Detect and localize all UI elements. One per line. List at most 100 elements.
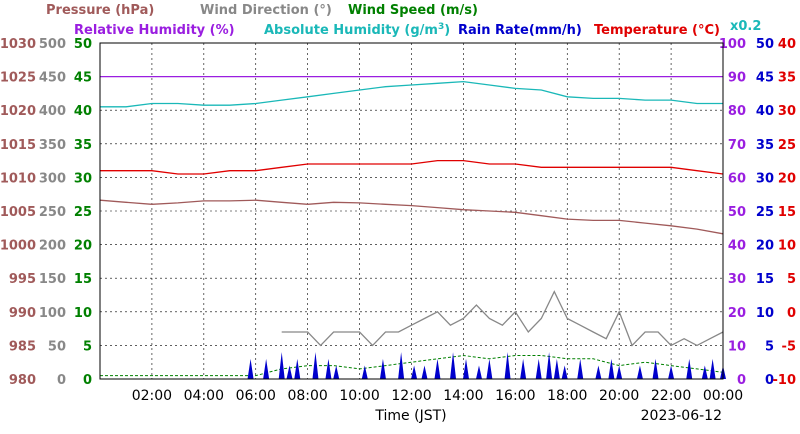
tick-label-humidity: 80: [728, 104, 746, 119]
rain-rate-spike: [686, 358, 693, 379]
tick-label-temperature: 0: [787, 306, 796, 321]
x-tick-label: 10:00: [339, 388, 379, 404]
tick-label-rain_rate: 35: [756, 138, 774, 153]
tick-label-pressure: 990: [9, 306, 36, 321]
tick-label-rain_rate: 30: [756, 171, 774, 186]
x-tick-label: 16:00: [495, 388, 535, 404]
legend-relative-humidity: Relative Humidity (%): [74, 23, 235, 38]
tick-label-humidity: 10: [728, 339, 746, 354]
x-tick-label: 02:00: [132, 388, 172, 404]
tick-label-humidity: 0: [737, 373, 746, 388]
chart-date: 2023-06-12: [641, 408, 722, 424]
tick-label-humidity: 50: [728, 205, 746, 220]
legend-row-2: Relative Humidity (%) Absolute Humidity …: [74, 19, 761, 38]
tick-label-temperature: 40: [778, 37, 796, 52]
legend-pressure: Pressure (hPa): [46, 3, 154, 18]
tick-label-humidity: 30: [728, 272, 746, 287]
rain-rate-spike: [411, 365, 418, 379]
tick-label-humidity: 20: [728, 306, 746, 321]
legend-temperature: Temperature (°C): [594, 23, 720, 38]
tick-label-rain_rate: 50: [756, 37, 774, 52]
axis-tick-labels: 9809859909951000100510101015102010251030…: [0, 37, 796, 388]
tick-label-wind_direction: 250: [39, 205, 66, 220]
tick-label-wind_direction: 150: [39, 272, 66, 287]
rain-rate-spike: [652, 358, 659, 379]
x-tick-label: 18:00: [547, 388, 587, 404]
series-line-pressure: [99, 199, 724, 235]
rain-rate-spike: [561, 365, 568, 379]
tick-label-pressure: 1030: [0, 37, 36, 52]
rain-rate-spike: [475, 365, 482, 379]
tick-label-wind_direction: 100: [39, 306, 66, 321]
legend-row-1: Pressure (hPa) Wind Direction (°) Wind S…: [46, 3, 478, 18]
rain-rate-spike: [546, 352, 553, 379]
tick-label-temperature: 30: [778, 104, 796, 119]
legend-wind-direction: Wind Direction (°): [200, 3, 332, 18]
rain-rate-spike: [278, 352, 285, 379]
tick-label-pressure: 1015: [0, 138, 36, 153]
tick-label-wind_direction: 400: [39, 104, 66, 119]
grid: [100, 43, 723, 379]
tick-label-temperature: 15: [778, 205, 796, 220]
tick-label-wind_speed: 25: [74, 205, 92, 220]
x-tick-label: 08:00: [287, 388, 327, 404]
tick-label-pressure: 985: [9, 339, 36, 354]
rain-rate-spike: [668, 365, 675, 379]
tick-label-pressure: 980: [9, 373, 36, 388]
rain-rate-spike: [312, 352, 319, 379]
tick-label-wind_direction: 350: [39, 138, 66, 153]
tick-label-rain_rate: 15: [756, 272, 774, 287]
x-tick-label: 00:00: [703, 388, 743, 404]
tick-label-wind_direction: 300: [39, 171, 66, 186]
rain-rate-spike: [636, 365, 643, 379]
tick-label-wind_direction: 200: [39, 239, 66, 254]
tick-label-wind_speed: 30: [74, 171, 92, 186]
tick-label-wind_speed: 5: [83, 339, 92, 354]
scale-note: x0.2: [730, 19, 761, 34]
tick-label-humidity: 90: [728, 71, 746, 86]
rain-rate-spike: [450, 352, 457, 379]
rain-rate-spike: [553, 358, 560, 379]
tick-label-rain_rate: 25: [756, 205, 774, 220]
rain-rate-spike: [421, 365, 428, 379]
tick-label-humidity: 70: [728, 138, 746, 153]
tick-label-wind_direction: 450: [39, 71, 66, 86]
x-tick-label: 22:00: [651, 388, 691, 404]
tick-label-rain_rate: 0: [765, 373, 774, 388]
legend-rain-rate: Rain Rate(mm/h): [458, 23, 582, 38]
rain-rate-spike: [608, 358, 615, 379]
x-tick-label: 14:00: [443, 388, 483, 404]
tick-label-temperature: 20: [778, 171, 796, 186]
tick-label-pressure: 1025: [0, 71, 36, 86]
tick-label-wind_speed: 10: [74, 306, 92, 321]
rain-rate-spike: [520, 358, 527, 379]
rain-rate-spike: [247, 358, 254, 379]
rain-rate-spike: [486, 358, 493, 379]
tick-label-rain_rate: 20: [756, 239, 774, 254]
tick-label-temperature: -10: [773, 373, 797, 388]
legend-wind-speed: Wind Speed (m/s): [348, 3, 478, 18]
tick-label-rain_rate: 10: [756, 306, 774, 321]
tick-label-wind_speed: 40: [74, 104, 92, 119]
tick-label-wind_speed: 35: [74, 138, 92, 153]
tick-label-temperature: 25: [778, 138, 796, 153]
tick-label-wind_speed: 50: [74, 37, 92, 52]
tick-label-wind_direction: 500: [39, 37, 66, 52]
series-line-humidity: [100, 80, 723, 108]
tick-label-rain_rate: 45: [756, 71, 774, 86]
tick-label-humidity: 40: [728, 239, 746, 254]
rain-rate-spike: [294, 358, 301, 379]
legend-absolute-humidity-sup: 3: [438, 22, 444, 32]
x-tick-label: 20:00: [599, 388, 639, 404]
series-line-wind_speed: [100, 354, 724, 377]
legend-absolute-humidity: Absolute Humidity (g/m3): [264, 22, 450, 38]
rain-rate-spike: [333, 365, 340, 379]
tick-label-wind_direction: 50: [48, 339, 66, 354]
tick-label-temperature: 10: [778, 239, 796, 254]
rain-rate-spike: [577, 358, 584, 379]
rain-rate-spike: [595, 365, 602, 379]
tick-label-wind_speed: 45: [74, 71, 92, 86]
rain-rate-spike: [535, 358, 542, 379]
series-line-temperature: [100, 159, 724, 175]
rain-rate-spike: [616, 365, 623, 379]
